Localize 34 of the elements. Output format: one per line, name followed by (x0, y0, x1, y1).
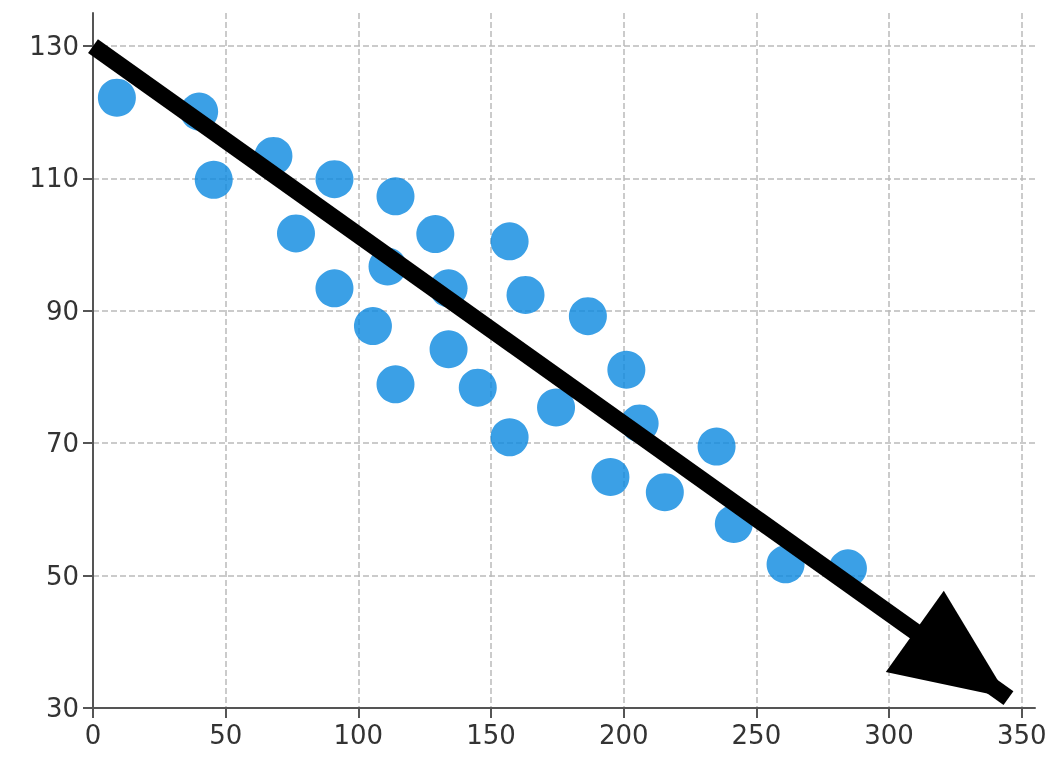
point (607, 350, 646, 389)
x-tick-label: 0 (84, 720, 102, 750)
point (490, 418, 529, 457)
point (697, 427, 736, 466)
point (458, 368, 497, 407)
y-tick-label: 70 (45, 428, 79, 459)
x-tick-label: 200 (598, 720, 649, 750)
x-tick-label: 350 (996, 720, 1047, 750)
point (376, 365, 415, 404)
x-tick-label: 300 (864, 720, 914, 750)
x-tick-label: 100 (333, 720, 384, 750)
y-tick-label: 50 (45, 560, 79, 591)
point (376, 177, 415, 216)
point (353, 307, 392, 346)
y-tick-label: 110 (29, 163, 79, 194)
point (194, 160, 233, 199)
x-tick-label: 250 (731, 720, 782, 750)
point (97, 78, 136, 117)
y-tick-label: 90 (45, 295, 79, 326)
x-tick-label: 50 (209, 720, 243, 750)
point (537, 388, 576, 427)
x-tick-label: 150 (466, 720, 516, 750)
point (645, 473, 684, 512)
y-tick-label: 30 (45, 693, 79, 723)
point (568, 297, 607, 336)
point (591, 458, 630, 496)
point (506, 275, 545, 314)
point (315, 160, 354, 199)
point (490, 222, 529, 261)
point (277, 214, 315, 253)
point (416, 215, 455, 254)
y-tick-label: 130 (29, 31, 79, 62)
point (315, 269, 354, 308)
point (429, 330, 468, 369)
